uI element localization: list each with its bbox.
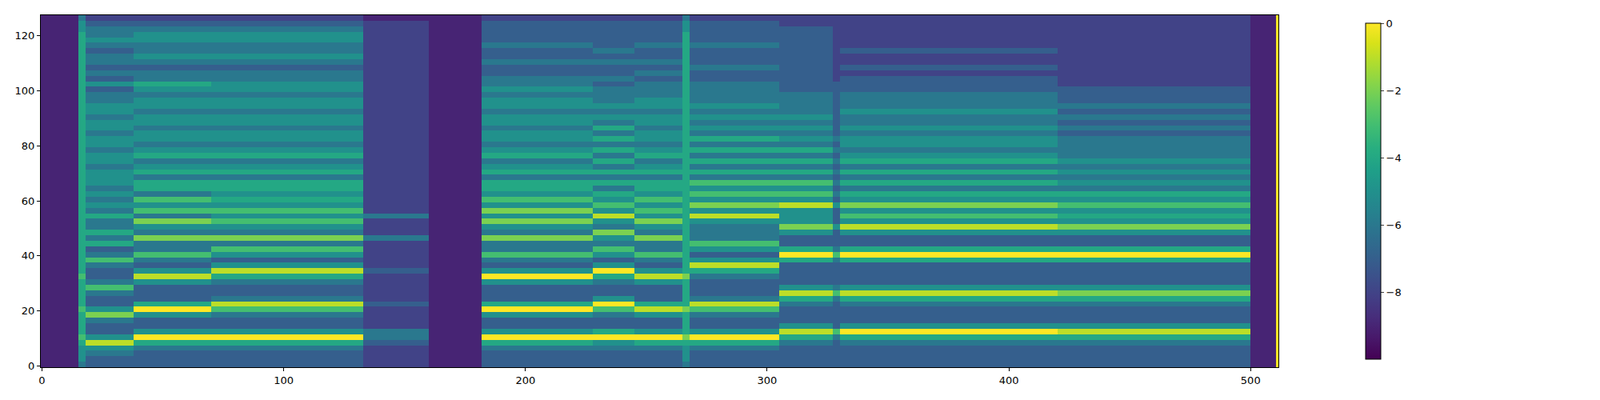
svg-text:−8: −8 xyxy=(1386,286,1402,299)
svg-text:400: 400 xyxy=(999,374,1020,387)
svg-text:100: 100 xyxy=(15,84,36,97)
svg-text:−4: −4 xyxy=(1386,152,1402,164)
svg-text:40: 40 xyxy=(21,249,36,262)
svg-text:100: 100 xyxy=(273,374,294,387)
svg-text:120: 120 xyxy=(15,29,36,42)
svg-text:60: 60 xyxy=(21,195,36,208)
svg-text:0: 0 xyxy=(1386,17,1393,30)
svg-text:0: 0 xyxy=(28,360,35,372)
svg-text:−2: −2 xyxy=(1386,84,1402,97)
svg-text:−6: −6 xyxy=(1386,219,1402,232)
svg-text:20: 20 xyxy=(21,304,36,317)
svg-text:200: 200 xyxy=(515,374,536,387)
svg-text:80: 80 xyxy=(21,140,36,152)
svg-text:0: 0 xyxy=(38,374,45,387)
svg-text:300: 300 xyxy=(757,374,778,387)
svg-text:500: 500 xyxy=(1240,374,1261,387)
